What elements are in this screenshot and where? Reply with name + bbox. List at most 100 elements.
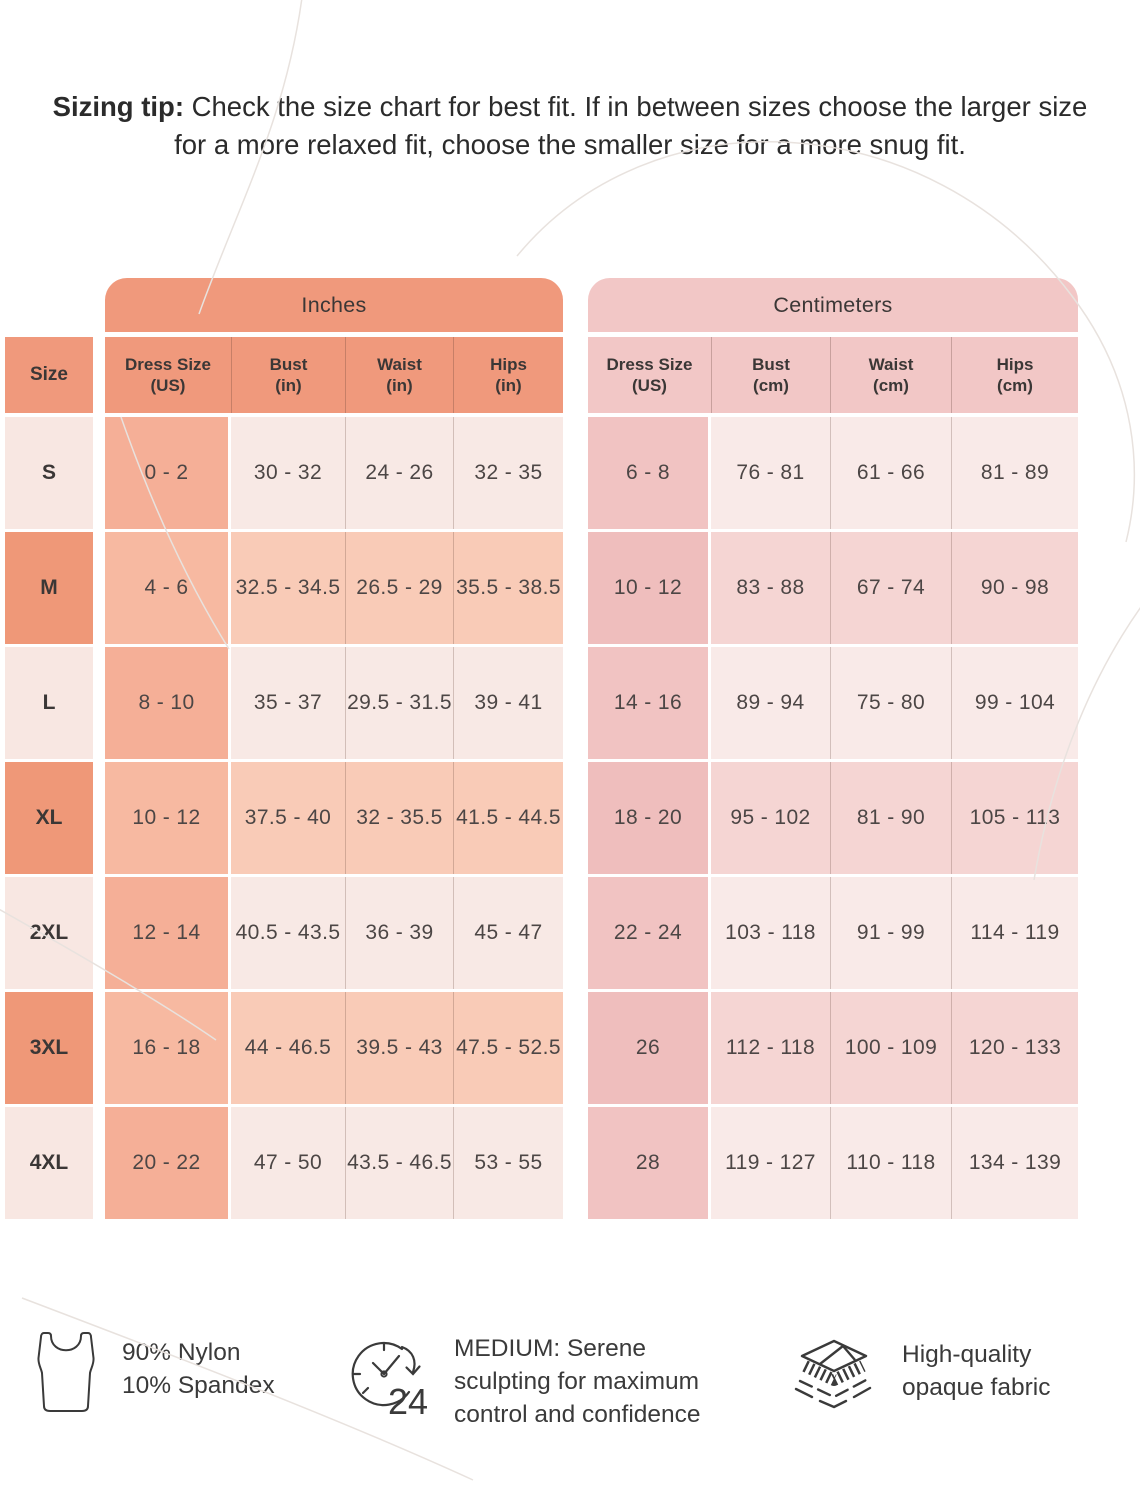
column-unit: (cm)	[997, 376, 1033, 395]
table-row: 26 112 - 118 100 - 109 120 - 133	[588, 992, 1078, 1104]
column-header-waist: Waist (cm)	[830, 337, 951, 413]
dress-size-cell: 18 - 20	[588, 762, 708, 874]
dress-size-cell: 20 - 22	[105, 1107, 228, 1219]
table-row: 28 119 - 127 110 - 118 134 - 139	[588, 1107, 1078, 1219]
bust-cell: 89 - 94	[711, 647, 830, 759]
dress-size-cell: 8 - 10	[105, 647, 228, 759]
column-unit: (in)	[386, 376, 413, 395]
bust-cell: 95 - 102	[711, 762, 830, 874]
centimeters-table: Centimeters Dress Size (US) Bust (cm) Wais…	[588, 278, 1078, 1222]
bust-cell: 47 - 50	[231, 1107, 345, 1219]
feature-material: 90% Nylon 10% Spandex	[32, 1328, 275, 1416]
bust-cell: 112 - 118	[711, 992, 830, 1104]
sizing-tip-label: Sizing tip:	[52, 91, 184, 122]
hips-cell: 134 - 139	[951, 1107, 1078, 1219]
dress-size-cell: 14 - 16	[588, 647, 708, 759]
waist-cell: 110 - 118	[830, 1107, 951, 1219]
size-cell: 3XL	[5, 992, 93, 1104]
size-cell: L	[5, 647, 93, 759]
column-title: Bust	[269, 355, 308, 374]
dress-size-cell: 16 - 18	[105, 992, 228, 1104]
hips-cell: 32 - 35	[453, 417, 563, 529]
table-row: 20 - 22 47 - 50 43.5 - 46.5 53 - 55	[105, 1107, 563, 1219]
waist-cell: 91 - 99	[830, 877, 951, 989]
column-header-dress-size: Dress Size (US)	[588, 337, 711, 413]
size-column-header: Size	[5, 337, 93, 413]
bust-cell: 35 - 37	[231, 647, 345, 759]
bust-cell: 44 - 46.5	[231, 992, 345, 1104]
hips-cell: 47.5 - 52.5	[453, 992, 563, 1104]
centimeters-header-row: Dress Size (US) Bust (cm) Waist (cm) Hips (c…	[588, 337, 1078, 413]
hips-cell: 35.5 - 38.5	[453, 532, 563, 644]
waist-cell: 67 - 74	[830, 532, 951, 644]
column-title: Dress Size	[125, 355, 211, 374]
bust-cell: 119 - 127	[711, 1107, 830, 1219]
column-title: Waist	[868, 355, 914, 374]
column-unit: (cm)	[873, 376, 909, 395]
hips-cell: 90 - 98	[951, 532, 1078, 644]
hips-cell: 45 - 47	[453, 877, 563, 989]
hips-cell: 39 - 41	[453, 647, 563, 759]
table-row: 22 - 24 103 - 118 91 - 99 114 - 119	[588, 877, 1078, 989]
table-row: 12 - 14 40.5 - 43.5 36 - 39 45 - 47	[105, 877, 563, 989]
dress-size-cell: 10 - 12	[105, 762, 228, 874]
bust-cell: 30 - 32	[231, 417, 345, 529]
dress-size-cell: 12 - 14	[105, 877, 228, 989]
tank-top-icon	[37, 1332, 95, 1412]
dress-size-cell: 0 - 2	[105, 417, 228, 529]
column-header-bust: Bust (in)	[231, 337, 345, 413]
dress-size-cell: 4 - 6	[105, 532, 228, 644]
column-header-waist: Waist (in)	[345, 337, 453, 413]
hips-cell: 120 - 133	[951, 992, 1078, 1104]
waist-cell: 36 - 39	[345, 877, 453, 989]
table-row: 10 - 12 83 - 88 67 - 74 90 - 98	[588, 532, 1078, 644]
column-unit: (US)	[150, 376, 186, 395]
table-row: 8 - 10 35 - 37 29.5 - 31.5 39 - 41	[105, 647, 563, 759]
hips-cell: 53 - 55	[453, 1107, 563, 1219]
column-unit: (US)	[632, 376, 667, 395]
waist-cell: 43.5 - 46.5	[345, 1107, 453, 1219]
inches-header-row: Dress Size (US) Bust (in) Waist (in) Hips (i…	[105, 337, 563, 413]
feature-line: control and confidence	[454, 1401, 701, 1428]
bust-cell: 37.5 - 40	[231, 762, 345, 874]
table-row: 0 - 2 30 - 32 24 - 26 32 - 35	[105, 417, 563, 529]
hips-cell: 41.5 - 44.5	[453, 762, 563, 874]
hips-cell: 81 - 89	[951, 417, 1078, 529]
clock-24-icon: 24	[351, 1341, 428, 1422]
column-unit: (cm)	[753, 376, 789, 395]
bust-cell: 40.5 - 43.5	[231, 877, 345, 989]
waist-cell: 24 - 26	[345, 417, 453, 529]
feature-text: 90% Nylon 10% Spandex	[122, 1336, 275, 1402]
column-header-bust: Bust (cm)	[711, 337, 830, 413]
table-row: 16 - 18 44 - 46.5 39.5 - 43 47.5 - 52.5	[105, 992, 563, 1104]
waist-cell: 75 - 80	[830, 647, 951, 759]
waist-cell: 32 - 35.5	[345, 762, 453, 874]
bust-cell: 76 - 81	[711, 417, 830, 529]
fabric-layers-icon	[794, 1339, 872, 1409]
feature-control-level: 24 MEDIUM: Serene sculpting for maximum …	[346, 1330, 701, 1431]
bust-cell: 32.5 - 34.5	[231, 532, 345, 644]
inches-banner: Inches	[105, 278, 563, 332]
hips-cell: 105 - 113	[951, 762, 1078, 874]
size-cell: M	[5, 532, 93, 644]
column-header-hips: Hips (cm)	[951, 337, 1078, 413]
table-row: 6 - 8 76 - 81 61 - 66 81 - 89	[588, 417, 1078, 529]
waist-cell: 26.5 - 29	[345, 532, 453, 644]
dress-size-cell: 28	[588, 1107, 708, 1219]
size-cell: 2XL	[5, 877, 93, 989]
bust-cell: 103 - 118	[711, 877, 830, 989]
dress-size-cell: 10 - 12	[588, 532, 708, 644]
table-row: 4 - 6 32.5 - 34.5 26.5 - 29 35.5 - 38.5	[105, 532, 563, 644]
waist-cell: 39.5 - 43	[345, 992, 453, 1104]
feature-fabric: High-quality opaque fabric	[786, 1334, 1050, 1418]
hips-cell: 114 - 119	[951, 877, 1078, 989]
table-row: 14 - 16 89 - 94 75 - 80 99 - 104	[588, 647, 1078, 759]
column-title: Hips	[996, 355, 1034, 374]
waist-cell: 100 - 109	[830, 992, 951, 1104]
waist-cell: 61 - 66	[830, 417, 951, 529]
feature-line: sculpting for maximum	[454, 1368, 700, 1395]
column-title: Waist	[377, 355, 422, 374]
feature-line: MEDIUM: Serene	[454, 1335, 646, 1362]
waist-cell: 81 - 90	[830, 762, 951, 874]
feature-text: MEDIUM: Serene sculpting for maximum con…	[454, 1332, 701, 1431]
